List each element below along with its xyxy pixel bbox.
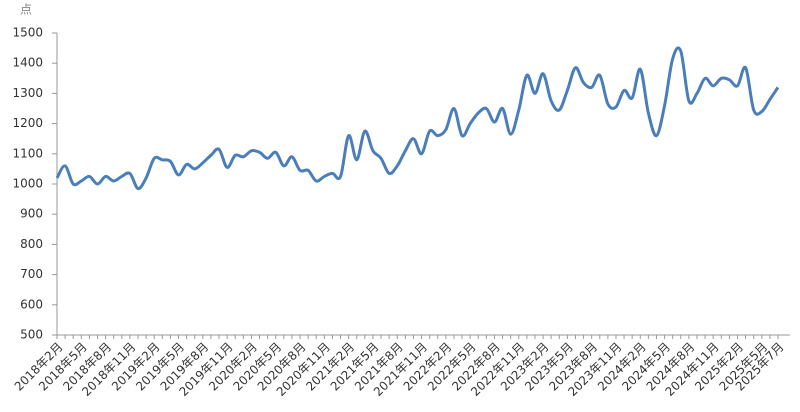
y-tick-label: 700 (20, 267, 43, 281)
y-tick-label: 800 (20, 237, 43, 251)
y-tick-label: 900 (20, 207, 43, 221)
y-tick-label: 1200 (12, 116, 43, 130)
y-tick-label: 1500 (12, 26, 43, 40)
y-tick-label: 1100 (12, 146, 43, 160)
y-axis-label: 点 (20, 3, 32, 17)
data-line (55, 46, 780, 191)
y-tick-label: 600 (20, 297, 43, 311)
y-tick-label: 1400 (12, 56, 43, 70)
y-tick-label: 1000 (12, 177, 43, 191)
y-tick-label: 1300 (12, 86, 43, 100)
y-tick-label: 500 (20, 328, 43, 342)
